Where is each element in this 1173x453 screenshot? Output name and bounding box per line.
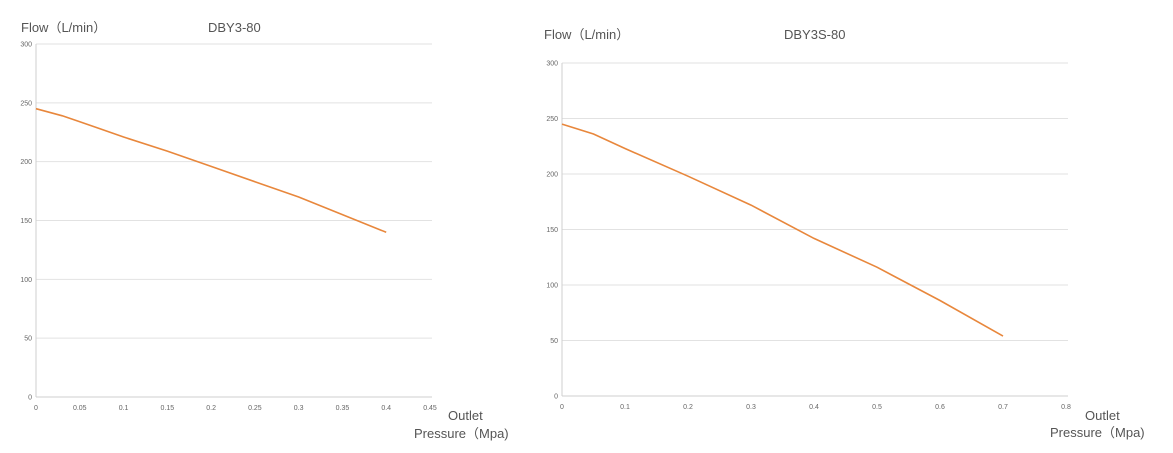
- chart-title: DBY3-80: [208, 20, 261, 35]
- series-line: [561, 123, 1004, 337]
- data-point: [687, 175, 689, 177]
- x-tick-label: 0.2: [206, 405, 216, 412]
- x-tick-label: 0.25: [248, 405, 262, 412]
- data-point: [593, 133, 595, 135]
- x-tick-label: 0: [34, 405, 38, 412]
- data-point: [254, 181, 256, 183]
- x-tick-label: 0.3: [746, 404, 756, 411]
- y-tick-label: 300: [546, 61, 558, 68]
- chart-2: 0 50 100 150 200 250 300 0 0.1 0.2 0.3 0.4 0.5 0.6 0.7…: [544, 27, 1145, 440]
- series-line: [35, 107, 387, 234]
- data-point: [79, 121, 81, 123]
- y-tick-label: 0: [554, 394, 558, 401]
- x-tick-label: 0.5: [872, 404, 882, 411]
- x-tick-label: 0.3: [294, 405, 304, 412]
- y-tick-label: 50: [550, 338, 558, 345]
- y-tick-label: 150: [546, 227, 558, 234]
- data-point: [624, 148, 626, 150]
- data-point: [939, 300, 941, 302]
- x-tick-label: 0.05: [73, 405, 87, 412]
- data-point: [35, 108, 37, 110]
- x-tick-label: 0.4: [809, 404, 819, 411]
- data-point: [298, 196, 300, 198]
- y-tick-label: 300: [20, 42, 32, 49]
- y-tick-label: 100: [546, 283, 558, 290]
- y-tick-label: 0: [28, 395, 32, 402]
- x-axis-label-line1: Outlet: [448, 408, 483, 423]
- data-point: [813, 238, 815, 240]
- x-axis-label-line1: Outlet: [1085, 408, 1120, 423]
- data-point: [876, 266, 878, 268]
- x-tick-label: 0.8: [1061, 404, 1071, 411]
- x-axis-label-line2: Pressure（Mpa): [414, 426, 509, 441]
- y-axis-label: Flow（L/min）: [544, 27, 629, 42]
- x-tick-label: 0.7: [998, 404, 1008, 411]
- x-tick-label: 0.1: [119, 405, 129, 412]
- x-tick-label: 0.4: [381, 405, 391, 412]
- data-point: [167, 150, 169, 152]
- data-point: [750, 204, 752, 206]
- data-point: [385, 231, 387, 233]
- x-tick-label: 0.15: [161, 405, 175, 412]
- data-point: [61, 115, 63, 117]
- y-axis-label: Flow（L/min）: [21, 20, 106, 35]
- x-axis-label-line2: Pressure（Mpa): [1050, 425, 1145, 440]
- data-point: [342, 214, 344, 216]
- x-tick-label: 0.2: [683, 404, 693, 411]
- y-tick-label: 150: [20, 218, 32, 225]
- x-tick-label: 0: [560, 404, 564, 411]
- y-tick-label: 200: [546, 172, 558, 179]
- x-tick-label: 0.45: [423, 405, 437, 412]
- data-point: [561, 123, 563, 125]
- y-tick-label: 250: [546, 116, 558, 123]
- data-point: [210, 166, 212, 168]
- data-point: [1002, 335, 1004, 337]
- x-tick-label: 0.1: [620, 404, 630, 411]
- x-tick-label: 0.6: [935, 404, 945, 411]
- x-tick-label: 0.35: [336, 405, 350, 412]
- y-tick-label: 250: [20, 100, 32, 107]
- data-point: [123, 136, 125, 138]
- y-tick-label: 100: [20, 277, 32, 284]
- chart-title: DBY3S-80: [784, 27, 845, 42]
- y-tick-label: 200: [20, 159, 32, 166]
- y-tick-label: 50: [24, 336, 32, 343]
- chart-1: 0 50 100 150 200 250 300 0 0.05 0.1 0.15 0.2 0.25 0.3…: [20, 20, 508, 441]
